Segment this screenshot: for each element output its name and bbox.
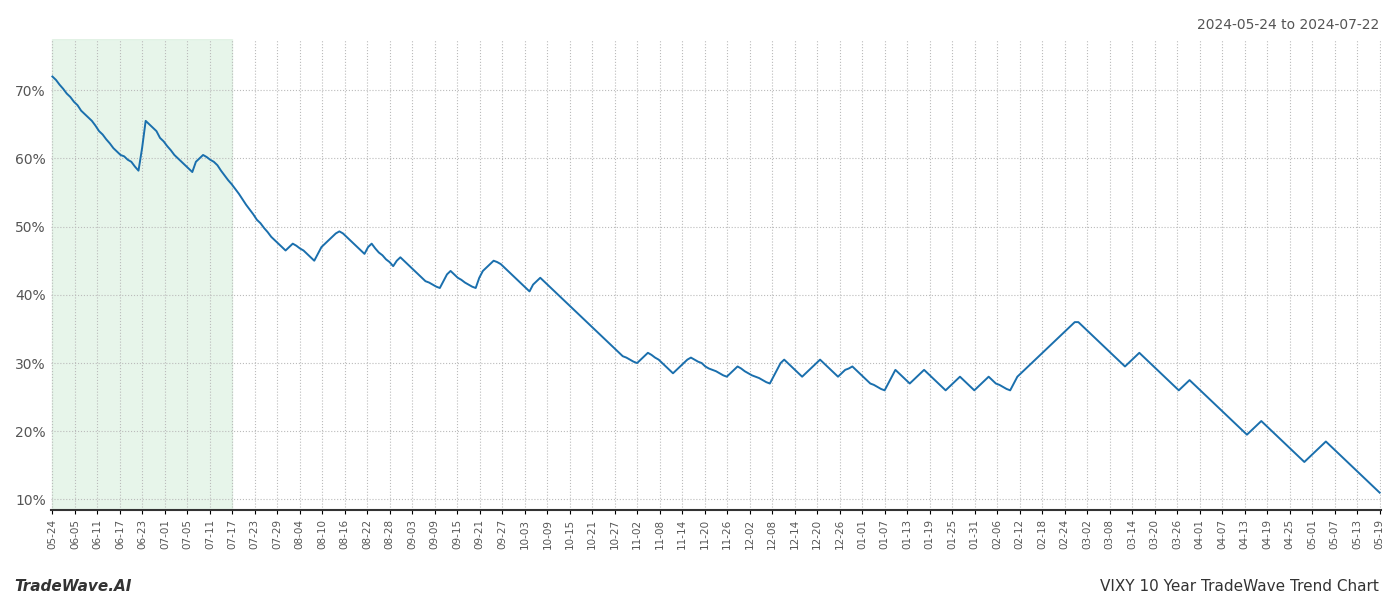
Text: VIXY 10 Year TradeWave Trend Chart: VIXY 10 Year TradeWave Trend Chart bbox=[1100, 579, 1379, 594]
Text: 2024-05-24 to 2024-07-22: 2024-05-24 to 2024-07-22 bbox=[1197, 18, 1379, 32]
Text: TradeWave.AI: TradeWave.AI bbox=[14, 579, 132, 594]
Bar bbox=[52, 39, 232, 510]
